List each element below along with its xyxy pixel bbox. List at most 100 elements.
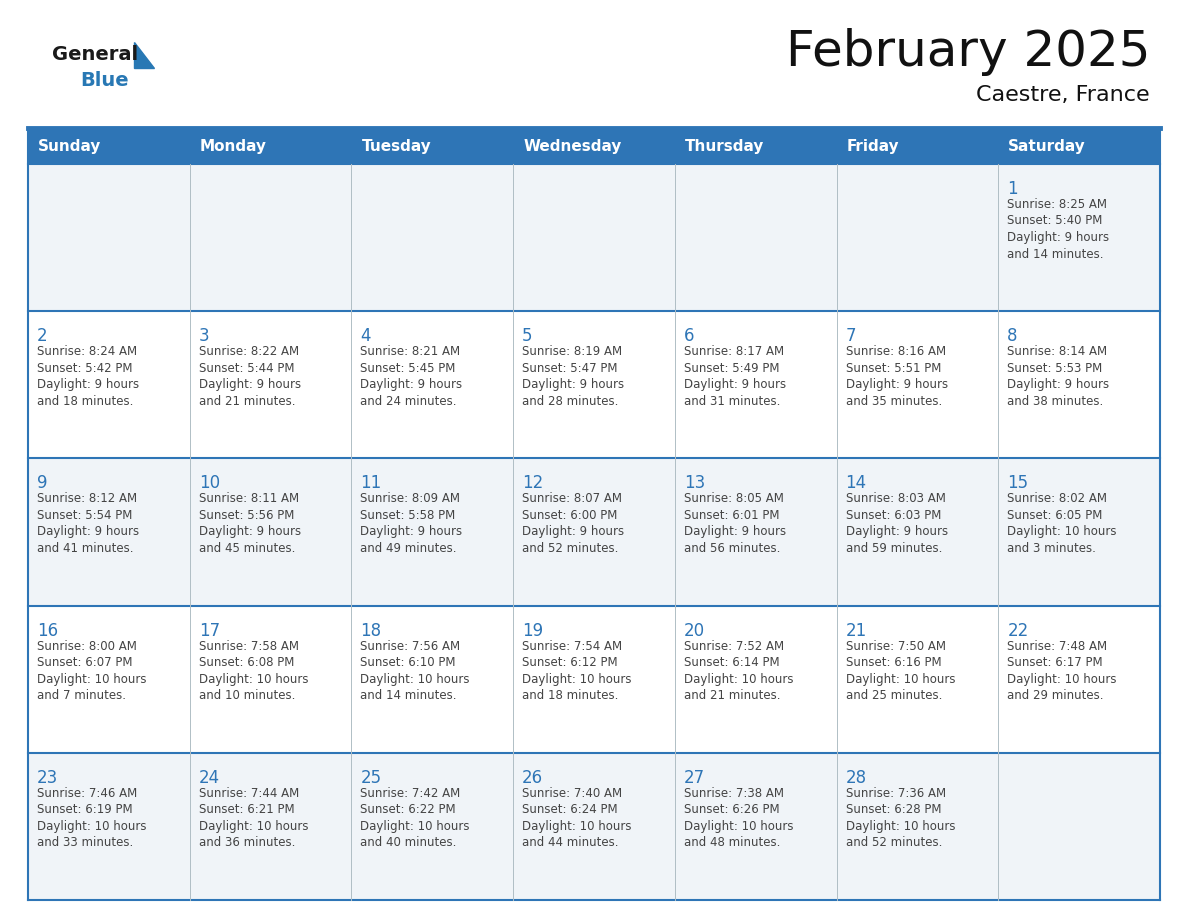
Text: Sunrise: 8:19 AM: Sunrise: 8:19 AM [523,345,623,358]
Text: Sunrise: 8:11 AM: Sunrise: 8:11 AM [198,492,299,506]
Text: Sunset: 5:54 PM: Sunset: 5:54 PM [37,509,132,522]
Text: Sunrise: 7:52 AM: Sunrise: 7:52 AM [684,640,784,653]
Text: Sunset: 6:17 PM: Sunset: 6:17 PM [1007,656,1102,669]
Text: and 25 minutes.: and 25 minutes. [846,689,942,702]
Text: Sunset: 5:56 PM: Sunset: 5:56 PM [198,509,295,522]
Text: Daylight: 9 hours: Daylight: 9 hours [360,525,462,538]
Text: Sunrise: 7:48 AM: Sunrise: 7:48 AM [1007,640,1107,653]
Text: Daylight: 10 hours: Daylight: 10 hours [684,820,794,833]
Polygon shape [134,42,154,68]
Text: Daylight: 10 hours: Daylight: 10 hours [1007,525,1117,538]
Text: Sunset: 6:08 PM: Sunset: 6:08 PM [198,656,295,669]
Text: Sunset: 6:03 PM: Sunset: 6:03 PM [846,509,941,522]
Text: 24: 24 [198,768,220,787]
Text: and 35 minutes.: and 35 minutes. [846,395,942,408]
Text: and 10 minutes.: and 10 minutes. [198,689,295,702]
Text: Thursday: Thursday [684,139,764,153]
Text: 19: 19 [523,621,543,640]
Text: and 33 minutes.: and 33 minutes. [37,836,133,849]
Text: Sunrise: 7:44 AM: Sunrise: 7:44 AM [198,787,299,800]
Text: Sunset: 5:40 PM: Sunset: 5:40 PM [1007,215,1102,228]
Text: Sunset: 6:24 PM: Sunset: 6:24 PM [523,803,618,816]
Text: Sunrise: 7:58 AM: Sunrise: 7:58 AM [198,640,298,653]
Text: Sunset: 5:47 PM: Sunset: 5:47 PM [523,362,618,375]
Text: Daylight: 10 hours: Daylight: 10 hours [198,673,308,686]
Text: and 52 minutes.: and 52 minutes. [523,542,619,554]
Text: 23: 23 [37,768,58,787]
Text: and 21 minutes.: and 21 minutes. [198,395,295,408]
Text: 12: 12 [523,475,543,492]
Text: Sunset: 6:26 PM: Sunset: 6:26 PM [684,803,779,816]
Text: 20: 20 [684,621,704,640]
Text: Daylight: 9 hours: Daylight: 9 hours [37,525,139,538]
Text: and 38 minutes.: and 38 minutes. [1007,395,1104,408]
Text: 11: 11 [360,475,381,492]
Text: 27: 27 [684,768,704,787]
Text: Sunset: 6:12 PM: Sunset: 6:12 PM [523,656,618,669]
Text: and 45 minutes.: and 45 minutes. [198,542,295,554]
Text: 5: 5 [523,327,532,345]
Text: Daylight: 9 hours: Daylight: 9 hours [360,378,462,391]
Text: Sunrise: 8:12 AM: Sunrise: 8:12 AM [37,492,137,506]
Text: Daylight: 10 hours: Daylight: 10 hours [846,673,955,686]
Text: Daylight: 9 hours: Daylight: 9 hours [198,525,301,538]
Text: Sunset: 6:19 PM: Sunset: 6:19 PM [37,803,133,816]
Text: Daylight: 9 hours: Daylight: 9 hours [523,525,624,538]
Text: Sunset: 6:10 PM: Sunset: 6:10 PM [360,656,456,669]
Text: and 44 minutes.: and 44 minutes. [523,836,619,849]
Text: and 7 minutes.: and 7 minutes. [37,689,126,702]
Text: Sunrise: 8:09 AM: Sunrise: 8:09 AM [360,492,461,506]
Text: 21: 21 [846,621,867,640]
Text: Tuesday: Tuesday [361,139,431,153]
Text: Daylight: 10 hours: Daylight: 10 hours [523,673,632,686]
Text: Sunrise: 8:00 AM: Sunrise: 8:00 AM [37,640,137,653]
Text: Sunrise: 8:17 AM: Sunrise: 8:17 AM [684,345,784,358]
Text: Blue: Blue [80,71,128,89]
Text: and 56 minutes.: and 56 minutes. [684,542,781,554]
Text: and 48 minutes.: and 48 minutes. [684,836,781,849]
Text: 22: 22 [1007,621,1029,640]
Text: and 3 minutes.: and 3 minutes. [1007,542,1097,554]
Text: Sunrise: 7:54 AM: Sunrise: 7:54 AM [523,640,623,653]
Text: Sunrise: 8:07 AM: Sunrise: 8:07 AM [523,492,623,506]
Text: Daylight: 10 hours: Daylight: 10 hours [684,673,794,686]
Text: 4: 4 [360,327,371,345]
Text: Daylight: 10 hours: Daylight: 10 hours [360,820,470,833]
Text: Sunrise: 7:50 AM: Sunrise: 7:50 AM [846,640,946,653]
Text: Daylight: 10 hours: Daylight: 10 hours [523,820,632,833]
Bar [29,128,1159,164]
Bar [29,164,1159,311]
Text: Sunset: 6:16 PM: Sunset: 6:16 PM [846,656,941,669]
Text: 10: 10 [198,475,220,492]
Text: Sunrise: 8:03 AM: Sunrise: 8:03 AM [846,492,946,506]
Text: and 29 minutes.: and 29 minutes. [1007,689,1104,702]
Text: Monday: Monday [200,139,267,153]
Text: and 31 minutes.: and 31 minutes. [684,395,781,408]
Text: Sunset: 5:51 PM: Sunset: 5:51 PM [846,362,941,375]
Text: 28: 28 [846,768,867,787]
Text: Sunset: 6:00 PM: Sunset: 6:00 PM [523,509,618,522]
Text: Sunset: 5:44 PM: Sunset: 5:44 PM [198,362,295,375]
Text: and 59 minutes.: and 59 minutes. [846,542,942,554]
Text: Daylight: 10 hours: Daylight: 10 hours [37,673,146,686]
Text: Daylight: 9 hours: Daylight: 9 hours [1007,378,1110,391]
Text: Sunrise: 7:56 AM: Sunrise: 7:56 AM [360,640,461,653]
Text: Sunset: 5:42 PM: Sunset: 5:42 PM [37,362,133,375]
Bar [29,753,1159,900]
Text: and 52 minutes.: and 52 minutes. [846,836,942,849]
Text: Daylight: 9 hours: Daylight: 9 hours [846,378,948,391]
Text: 15: 15 [1007,475,1029,492]
Text: Sunset: 6:01 PM: Sunset: 6:01 PM [684,509,779,522]
Text: Sunday: Sunday [38,139,101,153]
Text: Sunrise: 8:02 AM: Sunrise: 8:02 AM [1007,492,1107,506]
Text: Daylight: 9 hours: Daylight: 9 hours [37,378,139,391]
Text: Daylight: 9 hours: Daylight: 9 hours [523,378,624,391]
Text: and 18 minutes.: and 18 minutes. [37,395,133,408]
Text: Sunset: 6:28 PM: Sunset: 6:28 PM [846,803,941,816]
Text: Sunrise: 8:05 AM: Sunrise: 8:05 AM [684,492,784,506]
Text: and 41 minutes.: and 41 minutes. [37,542,133,554]
Bar [29,458,1159,606]
Text: Sunset: 6:14 PM: Sunset: 6:14 PM [684,656,779,669]
Text: Sunrise: 8:16 AM: Sunrise: 8:16 AM [846,345,946,358]
Text: Daylight: 9 hours: Daylight: 9 hours [684,525,786,538]
